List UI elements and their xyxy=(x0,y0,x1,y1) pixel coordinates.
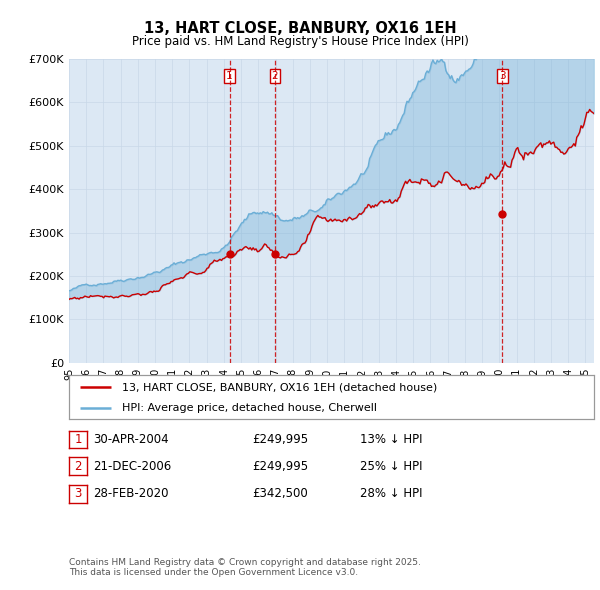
Text: 1: 1 xyxy=(74,433,82,446)
Text: 13, HART CLOSE, BANBURY, OX16 1EH: 13, HART CLOSE, BANBURY, OX16 1EH xyxy=(143,21,457,35)
Text: £249,995: £249,995 xyxy=(252,433,308,446)
Text: 28-FEB-2020: 28-FEB-2020 xyxy=(93,487,169,500)
Text: 3: 3 xyxy=(499,71,506,81)
Text: Contains HM Land Registry data © Crown copyright and database right 2025.
This d: Contains HM Land Registry data © Crown c… xyxy=(69,558,421,577)
Text: 2: 2 xyxy=(272,71,278,81)
Text: 2: 2 xyxy=(74,460,82,473)
Text: 1: 1 xyxy=(226,71,233,81)
Text: £342,500: £342,500 xyxy=(252,487,308,500)
Text: 13, HART CLOSE, BANBURY, OX16 1EH (detached house): 13, HART CLOSE, BANBURY, OX16 1EH (detac… xyxy=(121,382,437,392)
Text: £249,995: £249,995 xyxy=(252,460,308,473)
Text: 25% ↓ HPI: 25% ↓ HPI xyxy=(360,460,422,473)
Text: 3: 3 xyxy=(74,487,82,500)
Text: 28% ↓ HPI: 28% ↓ HPI xyxy=(360,487,422,500)
Text: 30-APR-2004: 30-APR-2004 xyxy=(93,433,169,446)
Text: 21-DEC-2006: 21-DEC-2006 xyxy=(93,460,171,473)
Text: HPI: Average price, detached house, Cherwell: HPI: Average price, detached house, Cher… xyxy=(121,403,377,413)
Text: 13% ↓ HPI: 13% ↓ HPI xyxy=(360,433,422,446)
Text: Price paid vs. HM Land Registry's House Price Index (HPI): Price paid vs. HM Land Registry's House … xyxy=(131,35,469,48)
